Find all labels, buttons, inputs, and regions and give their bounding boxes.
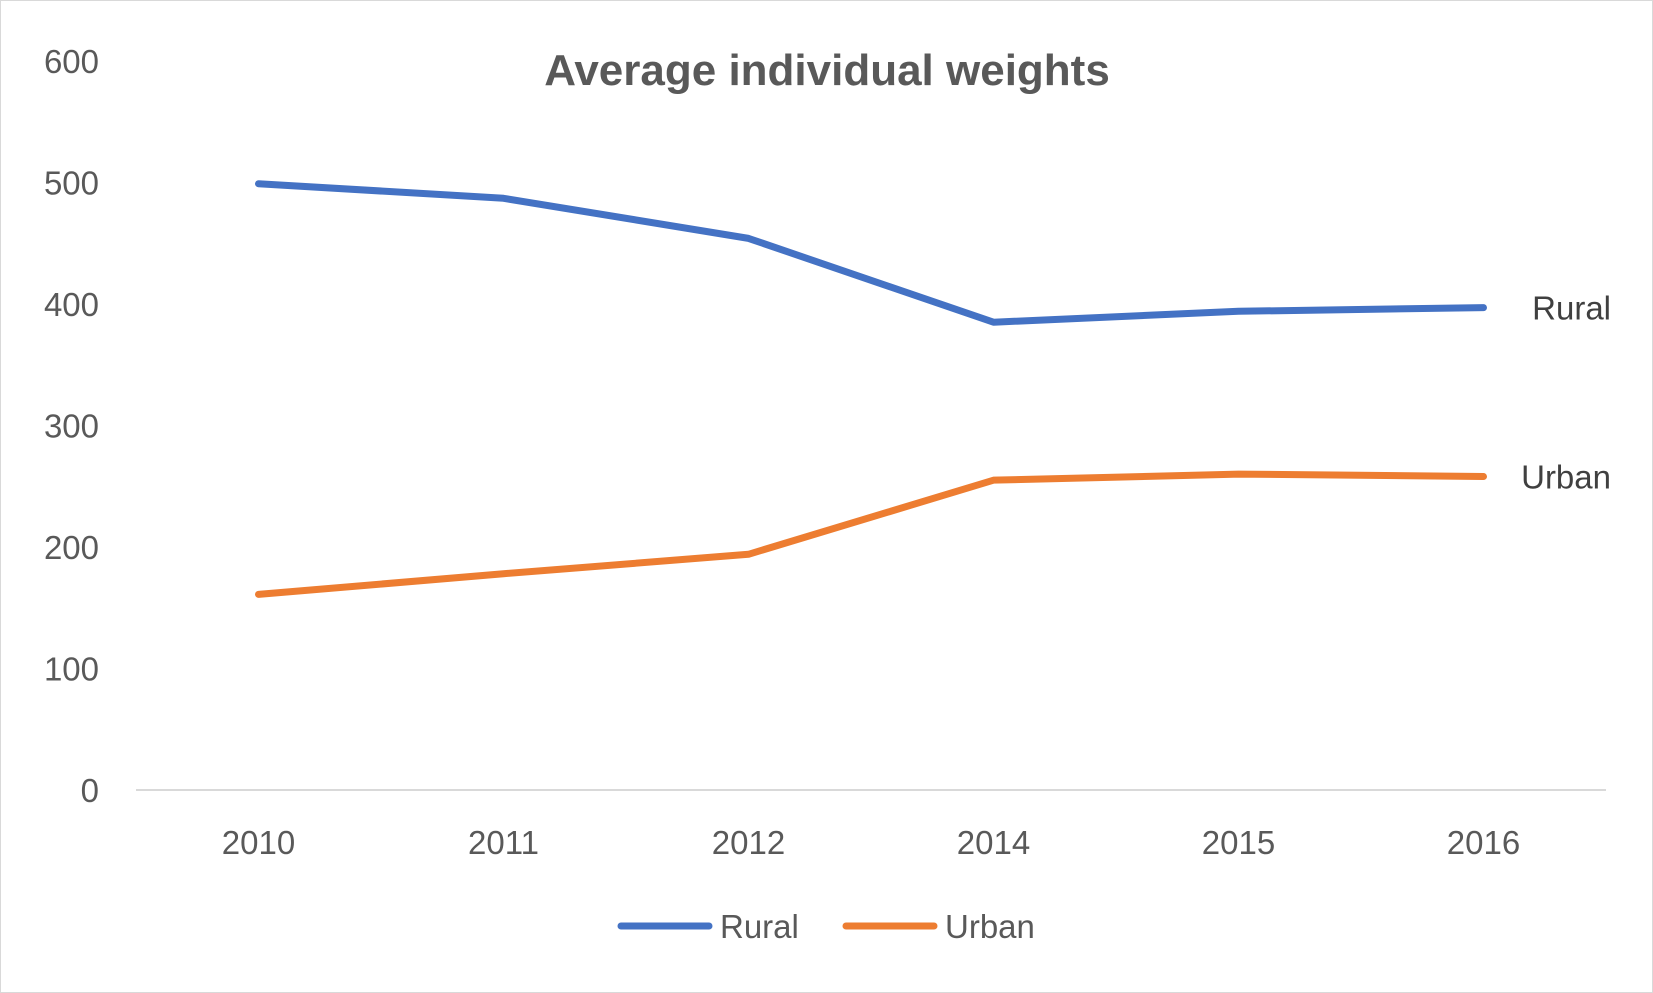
series-line-rural xyxy=(255,180,1487,326)
y-tick-label: 0 xyxy=(81,772,99,809)
series-end-labels: Rural Urban xyxy=(1521,290,1611,496)
series-end-label-rural: Rural xyxy=(1532,290,1611,327)
x-tick-label: 2015 xyxy=(1202,824,1275,861)
x-axis-ticks: 2010 2011 2012 2014 2015 2016 xyxy=(222,824,1520,861)
y-tick-label: 100 xyxy=(44,651,99,688)
y-tick-label: 600 xyxy=(44,43,99,80)
y-tick-label: 200 xyxy=(44,529,99,566)
series-lines xyxy=(255,180,1487,598)
x-tick-label: 2016 xyxy=(1447,824,1520,861)
series-end-label-urban: Urban xyxy=(1521,459,1611,496)
legend: Rural Urban xyxy=(617,908,1035,945)
chart-title: Average individual weights xyxy=(544,46,1110,95)
y-tick-label: 400 xyxy=(44,286,99,323)
x-tick-label: 2014 xyxy=(957,824,1030,861)
legend-label-urban: Urban xyxy=(945,908,1035,945)
x-tick-label: 2011 xyxy=(468,824,539,861)
y-tick-label: 500 xyxy=(44,165,99,202)
x-tick-label: 2012 xyxy=(712,824,785,861)
y-axis-ticks: 0 100 200 300 400 500 600 xyxy=(44,43,99,809)
series-line-urban xyxy=(255,470,1487,598)
y-tick-label: 300 xyxy=(44,408,99,445)
x-tick-label: 2010 xyxy=(222,824,295,861)
legend-label-rural: Rural xyxy=(720,908,799,945)
